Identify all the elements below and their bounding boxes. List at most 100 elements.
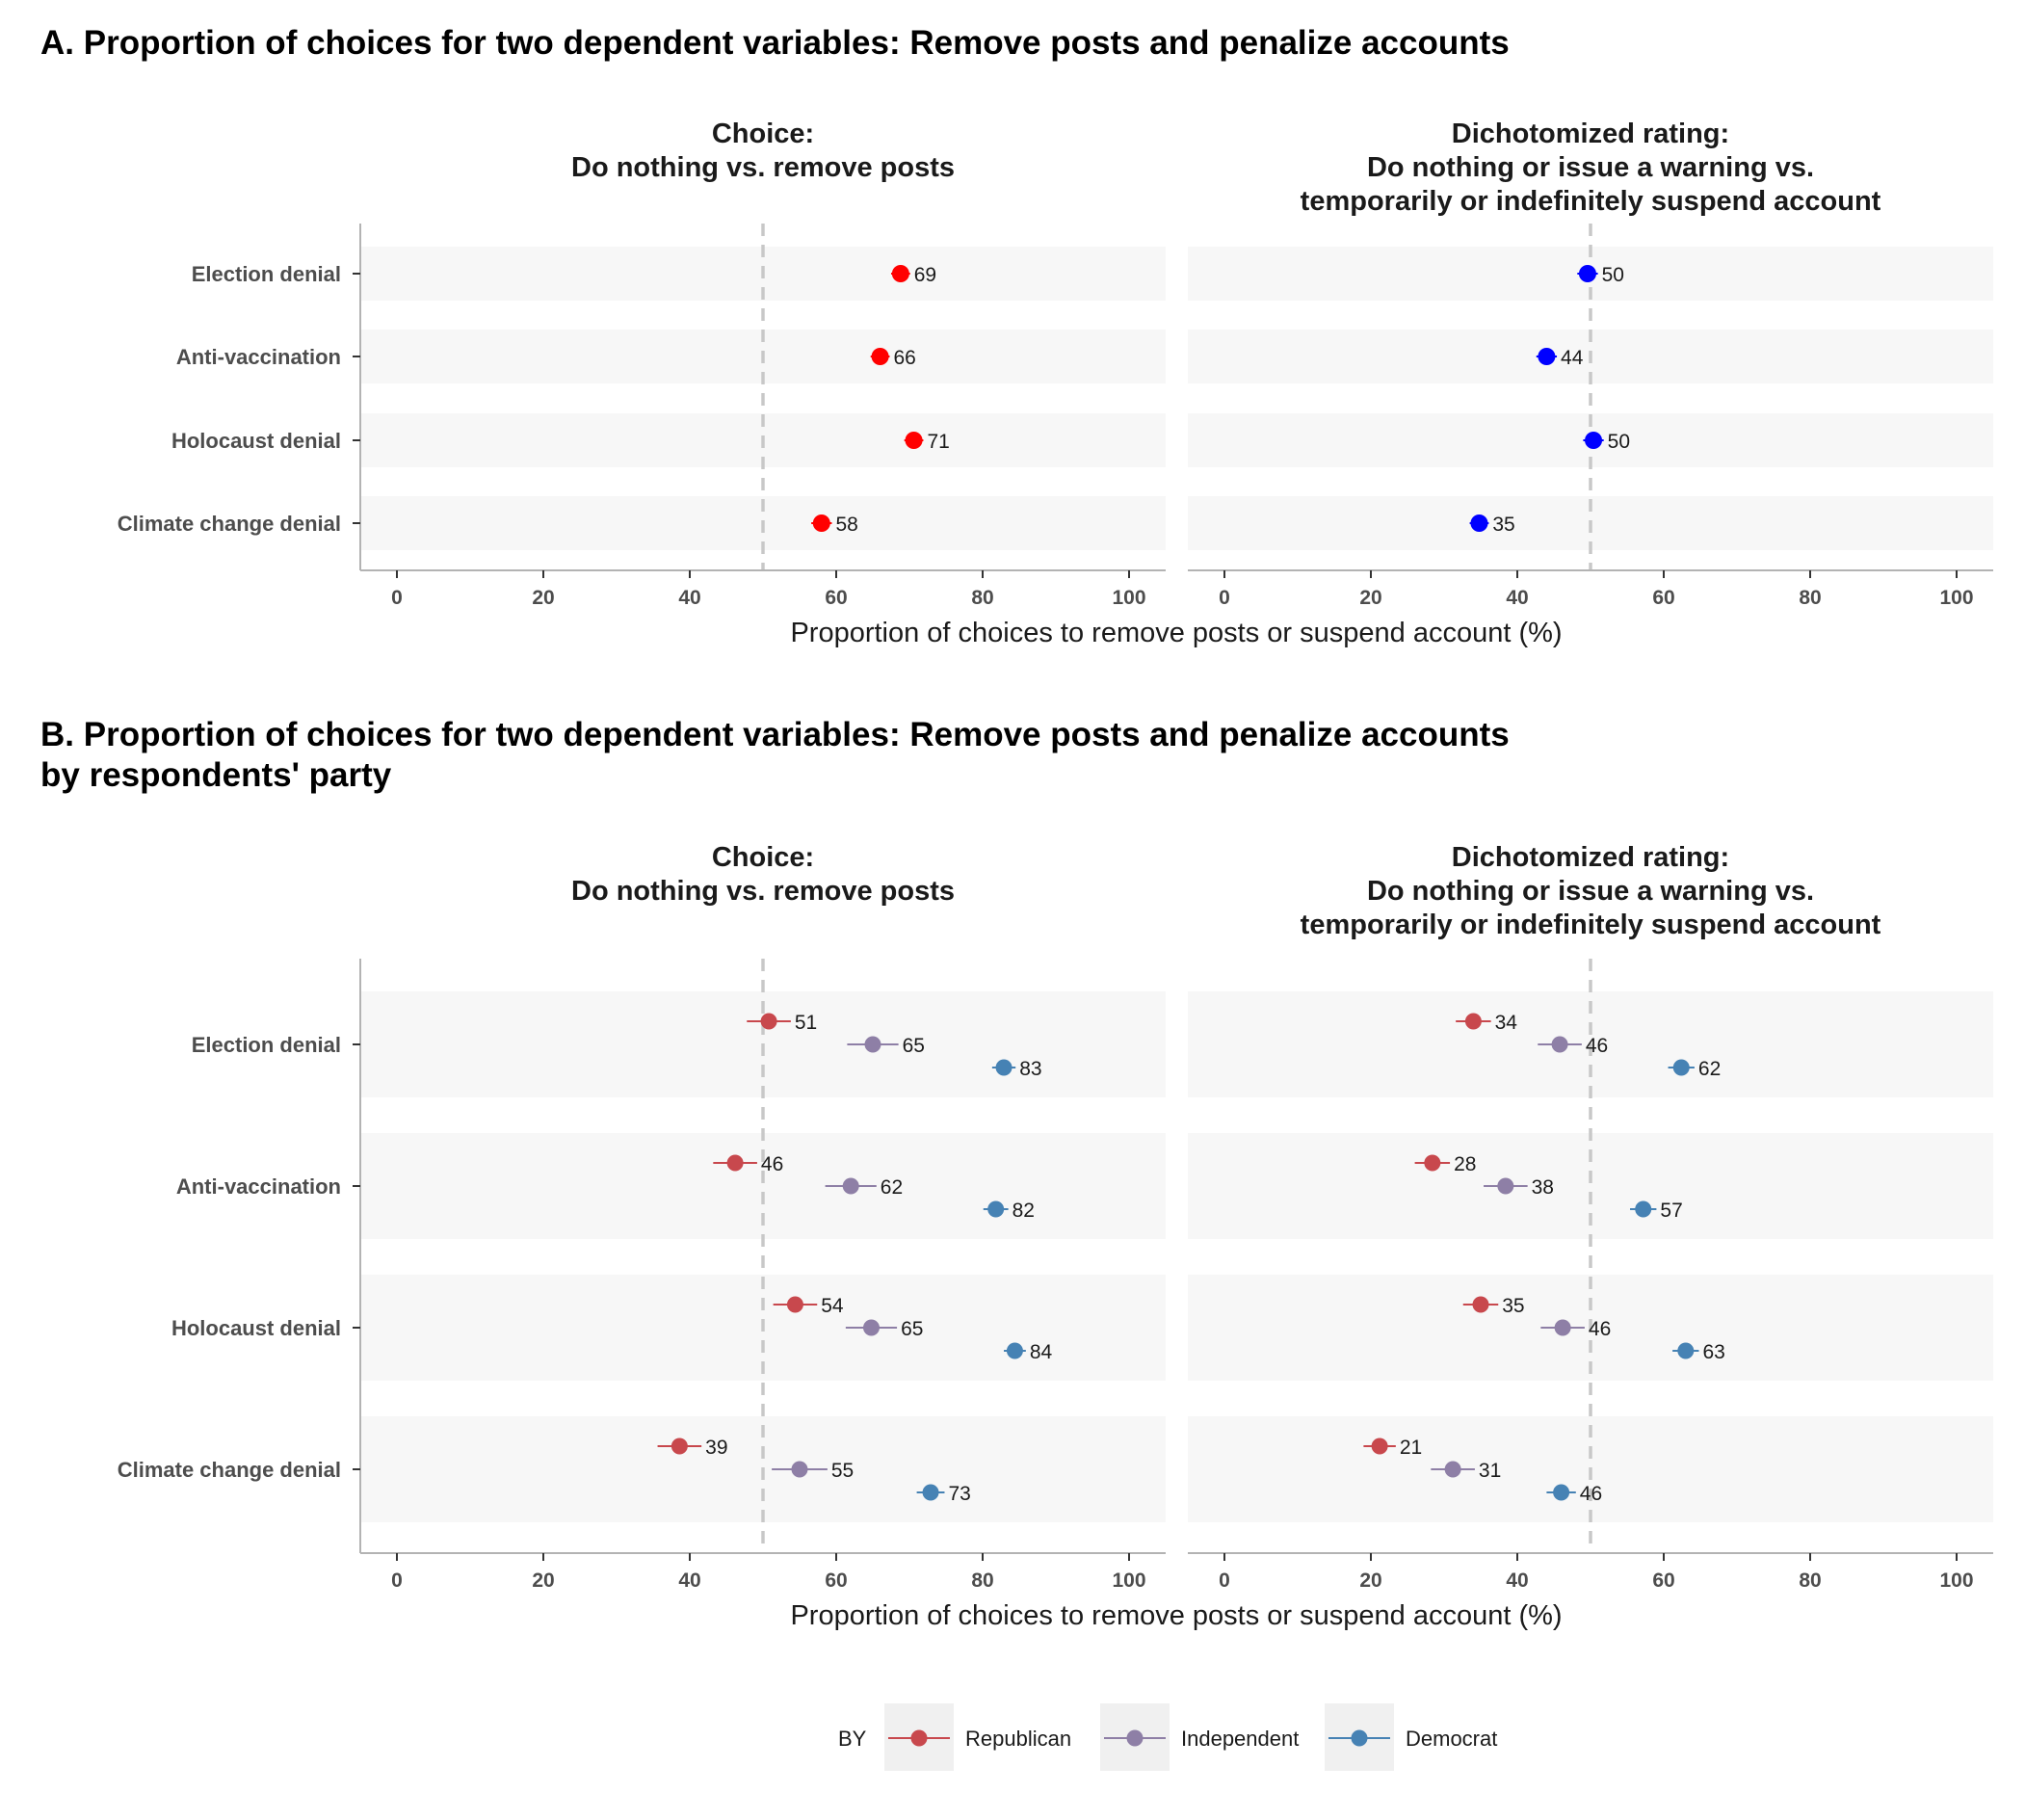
data-label: 63: [1702, 1341, 1724, 1363]
data-label: 65: [903, 1035, 925, 1057]
data-label: 35: [1502, 1295, 1524, 1317]
data-point: [1635, 1200, 1652, 1218]
data-label: 55: [831, 1460, 854, 1482]
section-b-title: B. Proportion of choices for two depende…: [40, 716, 1510, 794]
data-point: [1371, 1438, 1388, 1455]
series-republican: 34 28 35 21: [1363, 1012, 1525, 1459]
panel-title: Choice: Do nothing vs. remove posts: [571, 842, 955, 907]
x-tick-label: 40: [678, 1569, 700, 1592]
x-tick-label: 0: [1219, 587, 1230, 609]
legend-item-independent: Independent: [1100, 1703, 1299, 1771]
panel-title: Dichotomized rating: Do nothing or issue …: [1301, 119, 1881, 217]
data-point: [1424, 1154, 1441, 1172]
category-label: Anti-vaccination: [176, 345, 341, 369]
legend-item-republican: Republican: [884, 1703, 1071, 1771]
data-label: 54: [821, 1295, 844, 1317]
panel-title-line: Dichotomized rating:: [1452, 119, 1729, 149]
x-tick-label: 60: [1652, 587, 1674, 609]
data-point: [726, 1154, 744, 1172]
panel-title-line: temporarily or indefinitely suspend acco…: [1301, 910, 1881, 940]
data-point: [791, 1461, 808, 1478]
x-tick-label: 40: [1506, 587, 1528, 609]
panel-choice: Choice: Do nothing vs. remove posts 0 20 40 6…: [360, 119, 1166, 609]
x-tick-label: 60: [825, 1569, 847, 1592]
data-label: 46: [1589, 1318, 1611, 1340]
chart-section-a: Proportion of choices to remove posts or…: [118, 119, 1993, 648]
data-label: 62: [881, 1176, 903, 1199]
data-point: [1444, 1461, 1461, 1478]
data-point: [760, 1013, 777, 1030]
panel-title-line: Do nothing vs. remove posts: [571, 152, 955, 183]
data-point: [1553, 1484, 1570, 1501]
panel-title: Dichotomized rating: Do nothing or issue …: [1301, 842, 1881, 940]
section-b-title-line: by respondents' party: [40, 756, 392, 794]
data-point: [1551, 1036, 1568, 1053]
data-point: [671, 1438, 688, 1455]
series-republican: 51 46 54 39: [657, 1012, 844, 1459]
legend: BY Republican Independent Democrat: [838, 1703, 1497, 1771]
legend-item-democrat: Democrat: [1325, 1703, 1497, 1771]
data-point: [995, 1059, 1012, 1076]
data-point: [1677, 1342, 1695, 1359]
section-b-title-line: B. Proportion of choices for two depende…: [40, 716, 1510, 753]
x-tick-label: 20: [1359, 1569, 1381, 1592]
series-independent: 46 38 46 31: [1431, 1035, 1611, 1482]
data-point: [1472, 1296, 1489, 1313]
x-tick-label: 40: [678, 587, 700, 609]
series-all: 69 66 71 58: [811, 264, 950, 536]
legend-key-dot: [1351, 1729, 1368, 1747]
data-label: 35: [1492, 514, 1514, 536]
data-label: 50: [1602, 264, 1624, 286]
data-label: 38: [1532, 1176, 1554, 1199]
data-point: [905, 432, 923, 449]
data-label: 66: [893, 347, 915, 369]
legend-key-dot: [1126, 1729, 1144, 1747]
x-axis-label: Proportion of choices to remove posts or…: [790, 1600, 1562, 1631]
data-label: 69: [914, 264, 936, 286]
category-label: Election denial: [192, 262, 341, 286]
data-point: [864, 1036, 881, 1053]
series-democrat: 62 57 63 46: [1546, 1058, 1725, 1505]
data-label: 21: [1400, 1437, 1422, 1459]
data-label: 50: [1608, 431, 1630, 453]
data-label: 71: [927, 431, 949, 453]
data-label: 82: [1012, 1200, 1035, 1222]
data-label: 58: [835, 514, 857, 536]
x-tick-label: 100: [1939, 587, 1973, 609]
panel-title-line: temporarily or indefinitely suspend acco…: [1301, 186, 1881, 217]
panel-title-line: Do nothing vs. remove posts: [571, 876, 955, 907]
data-point: [1554, 1319, 1571, 1336]
legend-label: Democrat: [1406, 1727, 1497, 1751]
legend-label: Independent: [1181, 1727, 1299, 1751]
panel-title: Choice: Do nothing vs. remove posts: [571, 119, 955, 183]
data-label: 31: [1479, 1460, 1501, 1482]
data-label: 28: [1454, 1153, 1476, 1175]
data-point: [862, 1319, 880, 1336]
x-tick-label: 60: [825, 587, 847, 609]
category-label: Holocaust denial: [171, 429, 341, 453]
category-label: Climate change denial: [118, 512, 341, 536]
data-label: 44: [1561, 347, 1584, 369]
x-tick-label: 20: [532, 587, 554, 609]
x-tick-label: 80: [1799, 587, 1821, 609]
category-label: Anti-vaccination: [176, 1174, 341, 1199]
category-label: Climate change denial: [118, 1458, 341, 1482]
data-label: 83: [1019, 1058, 1041, 1080]
panel-title-line: Choice:: [712, 119, 814, 149]
x-tick-label: 0: [391, 1569, 403, 1592]
data-point: [1538, 348, 1556, 365]
data-point: [842, 1177, 859, 1195]
section-a-title: A. Proportion of choices for two depende…: [40, 24, 1510, 62]
data-label: 46: [1580, 1483, 1602, 1505]
series-independent: 65 62 65 55: [772, 1035, 925, 1482]
data-point: [922, 1484, 939, 1501]
x-tick-label: 100: [1112, 1569, 1145, 1592]
data-label: 73: [948, 1483, 970, 1505]
data-point: [1578, 265, 1596, 282]
data-point: [1470, 514, 1488, 532]
x-axis-label: Proportion of choices to remove posts or…: [790, 618, 1562, 648]
x-tick-label: 60: [1652, 1569, 1674, 1592]
data-label: 39: [705, 1437, 727, 1459]
data-label: 46: [761, 1153, 783, 1175]
